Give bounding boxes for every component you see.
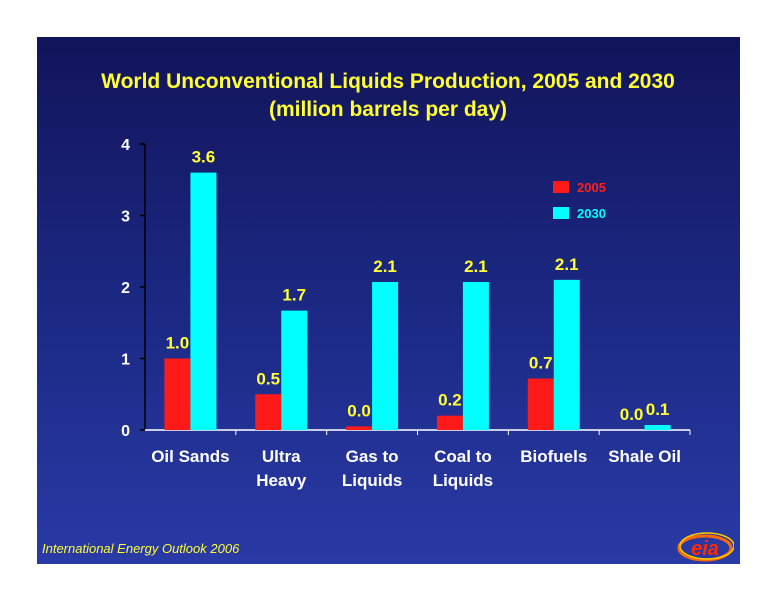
data-label-2030: 0.1 (646, 400, 670, 419)
x-tick-label: Ultra Heavy (256, 447, 307, 490)
y-tick-label: 4 (121, 137, 130, 154)
data-label-2030: 2.1 (555, 255, 579, 274)
data-label-2005: 0.7 (529, 354, 553, 373)
data-label-2030: 2.1 (373, 257, 397, 276)
bar-2030 (462, 281, 489, 430)
data-label-2005: 0.0 (620, 405, 644, 424)
x-tick-label: Biofuels (520, 447, 587, 466)
chart-title: World Unconventional Liquids Production,… (0, 68, 776, 124)
x-tick-label: Oil Sands (151, 447, 229, 466)
chart-title-line2: (million barrels per day) (268, 98, 508, 121)
bar-2030 (553, 279, 580, 430)
bar-2005 (164, 358, 191, 430)
source-footer: International Energy Outlook 2006 (42, 541, 240, 556)
data-label-2030: 3.6 (192, 148, 216, 167)
x-tick-label: Shale Oil (608, 447, 681, 466)
eia-logo: eia (677, 532, 734, 562)
y-tick-label: 0 (121, 423, 130, 440)
chart-legend: 2005 2030 (553, 180, 606, 221)
bar-2030 (644, 424, 671, 430)
bar-2005 (255, 394, 282, 430)
legend-swatch-2005 (553, 181, 569, 193)
legend-swatch-2030 (553, 207, 569, 219)
legend-label-2005: 2005 (577, 180, 606, 195)
bar-2030 (281, 310, 308, 430)
data-label-2005: 0.2 (438, 391, 462, 410)
x-tick-label: Coal to Liquids (433, 447, 493, 490)
bar-2005 (527, 378, 554, 430)
data-label-2005: 0.0 (347, 401, 371, 420)
eia-logo-text: eia (691, 538, 719, 560)
bar-2005 (346, 426, 373, 430)
bar-2030 (372, 281, 399, 430)
data-label-2005: 1.0 (166, 334, 190, 353)
data-label-2030: 1.7 (282, 286, 306, 305)
legend-label-2030: 2030 (577, 206, 606, 221)
data-label-2005: 0.5 (256, 369, 280, 388)
y-tick-label: 2 (121, 280, 130, 297)
chart-bars (164, 172, 671, 430)
x-tick-label: Gas to Liquids (342, 447, 402, 490)
chart-data-labels: 1.03.60.51.70.02.10.22.10.72.10.0 0.1 (166, 148, 670, 424)
bar-2030 (190, 172, 217, 430)
data-label-2030: 2.1 (464, 257, 488, 276)
y-tick-label: 3 (121, 209, 130, 226)
chart-title-line1: World Unconventional Liquids Production,… (101, 70, 675, 93)
y-tick-label: 1 (121, 352, 130, 369)
chart-axes: 0 1 2 3 4 Oil Sands Ultra Heavy Gas to Liquids Coa… (121, 137, 691, 490)
bar-2005 (436, 415, 463, 430)
